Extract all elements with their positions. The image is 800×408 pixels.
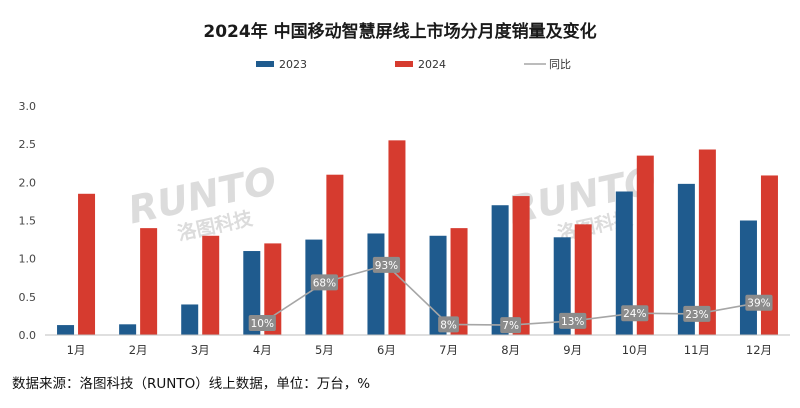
yoy-label-box-8 — [500, 317, 522, 334]
yoy-label-box-6 — [372, 256, 401, 273]
y-tick-label: 2.0 — [19, 176, 37, 189]
y-tick-label: 3.0 — [19, 100, 37, 113]
bar-2024-5 — [326, 174, 344, 335]
bars — [57, 140, 778, 335]
x-tick-label: 6月 — [377, 343, 396, 357]
bar-2023-12 — [739, 220, 757, 335]
x-tick-label: 10月 — [622, 343, 648, 357]
legend-label-yoy: 同比 — [549, 58, 571, 71]
legend-label-2024: 2024 — [418, 58, 446, 71]
yoy-label-8: 7% — [502, 320, 519, 332]
x-tick-label: 9月 — [563, 343, 582, 357]
yoy-label-6: 93% — [375, 260, 398, 272]
x-tick-label: 1月 — [67, 343, 86, 357]
yoy-label-10: 24% — [623, 308, 646, 320]
bar-2023-3 — [181, 304, 199, 335]
x-axis: 1月 2月 3月 4月 5月 6月 7月 8月 9月 10月 11月 12月 — [67, 343, 772, 357]
bar-2023-11 — [677, 183, 695, 335]
source-note: 数据来源：洛图科技（RUNTO）线上数据，单位：万台，% — [12, 376, 371, 392]
yoy-label-box-10 — [621, 305, 649, 322]
x-tick-label: 8月 — [501, 343, 520, 357]
legend: 2023 2024 同比 — [256, 58, 571, 71]
x-tick-label: 11月 — [684, 343, 710, 357]
y-tick-label: 2.5 — [19, 138, 37, 151]
y-tick-label: 0.0 — [19, 329, 37, 342]
yoy-label-7: 8% — [440, 319, 457, 331]
x-tick-label: 12月 — [746, 343, 772, 357]
x-tick-label: 4月 — [253, 343, 272, 357]
legend-label-2023: 2023 — [279, 58, 307, 71]
x-tick-label: 3月 — [191, 343, 210, 357]
bar-2024-9 — [574, 224, 592, 335]
yoy-label-box-12 — [745, 294, 773, 311]
yoy-label-12: 39% — [747, 298, 770, 310]
bar-2024-2 — [140, 228, 158, 335]
bar-2024-1 — [78, 193, 96, 335]
bar-2023-8 — [491, 205, 509, 335]
bar-2023-2 — [119, 324, 137, 335]
x-tick-label: 2月 — [129, 343, 148, 357]
bar-2024-3 — [202, 235, 220, 335]
bar-2024-12 — [760, 175, 778, 335]
yoy-label-11: 23% — [685, 309, 708, 321]
y-tick-label: 0.5 — [19, 291, 37, 304]
bar-2024-10 — [636, 155, 654, 335]
bar-2024-7 — [450, 228, 468, 335]
legend-swatch-2023 — [256, 61, 274, 67]
bar-2024-11 — [698, 149, 716, 335]
yoy-label-9: 13% — [561, 316, 584, 328]
x-tick-label: 7月 — [439, 343, 458, 357]
bar-2023-1 — [57, 325, 75, 335]
yoy-label-box-11 — [683, 305, 711, 322]
bar-2024-8 — [512, 196, 530, 335]
bar-2023-4 — [243, 251, 261, 335]
yoy-label-4: 10% — [251, 318, 274, 330]
chart-title: 2024年 中国移动智慧屏线上市场分月度销量及变化 — [203, 21, 596, 42]
bar-2023-6 — [367, 233, 385, 335]
yoy-label-5: 68% — [313, 277, 336, 289]
yoy-label-box-9 — [559, 312, 587, 329]
y-tick-label: 1.5 — [19, 215, 37, 228]
yoy-label-box-7 — [438, 316, 459, 333]
yoy-label-box-4 — [248, 315, 276, 331]
bar-2023-9 — [553, 237, 571, 335]
bar-2024-4 — [264, 243, 282, 335]
y-axis: 0.0 0.5 1.0 1.5 2.0 2.5 3.0 — [19, 100, 37, 342]
yoy-label-box-5 — [310, 274, 338, 291]
y-tick-label: 1.0 — [19, 253, 37, 266]
bar-2023-10 — [615, 191, 633, 335]
legend-swatch-2024 — [395, 61, 413, 67]
x-tick-label: 5月 — [315, 343, 334, 357]
bar-2024-6 — [388, 140, 406, 335]
yoy-line: 10% 68% 93% 8% 7% 13% 24% 23% 39% — [248, 256, 773, 334]
